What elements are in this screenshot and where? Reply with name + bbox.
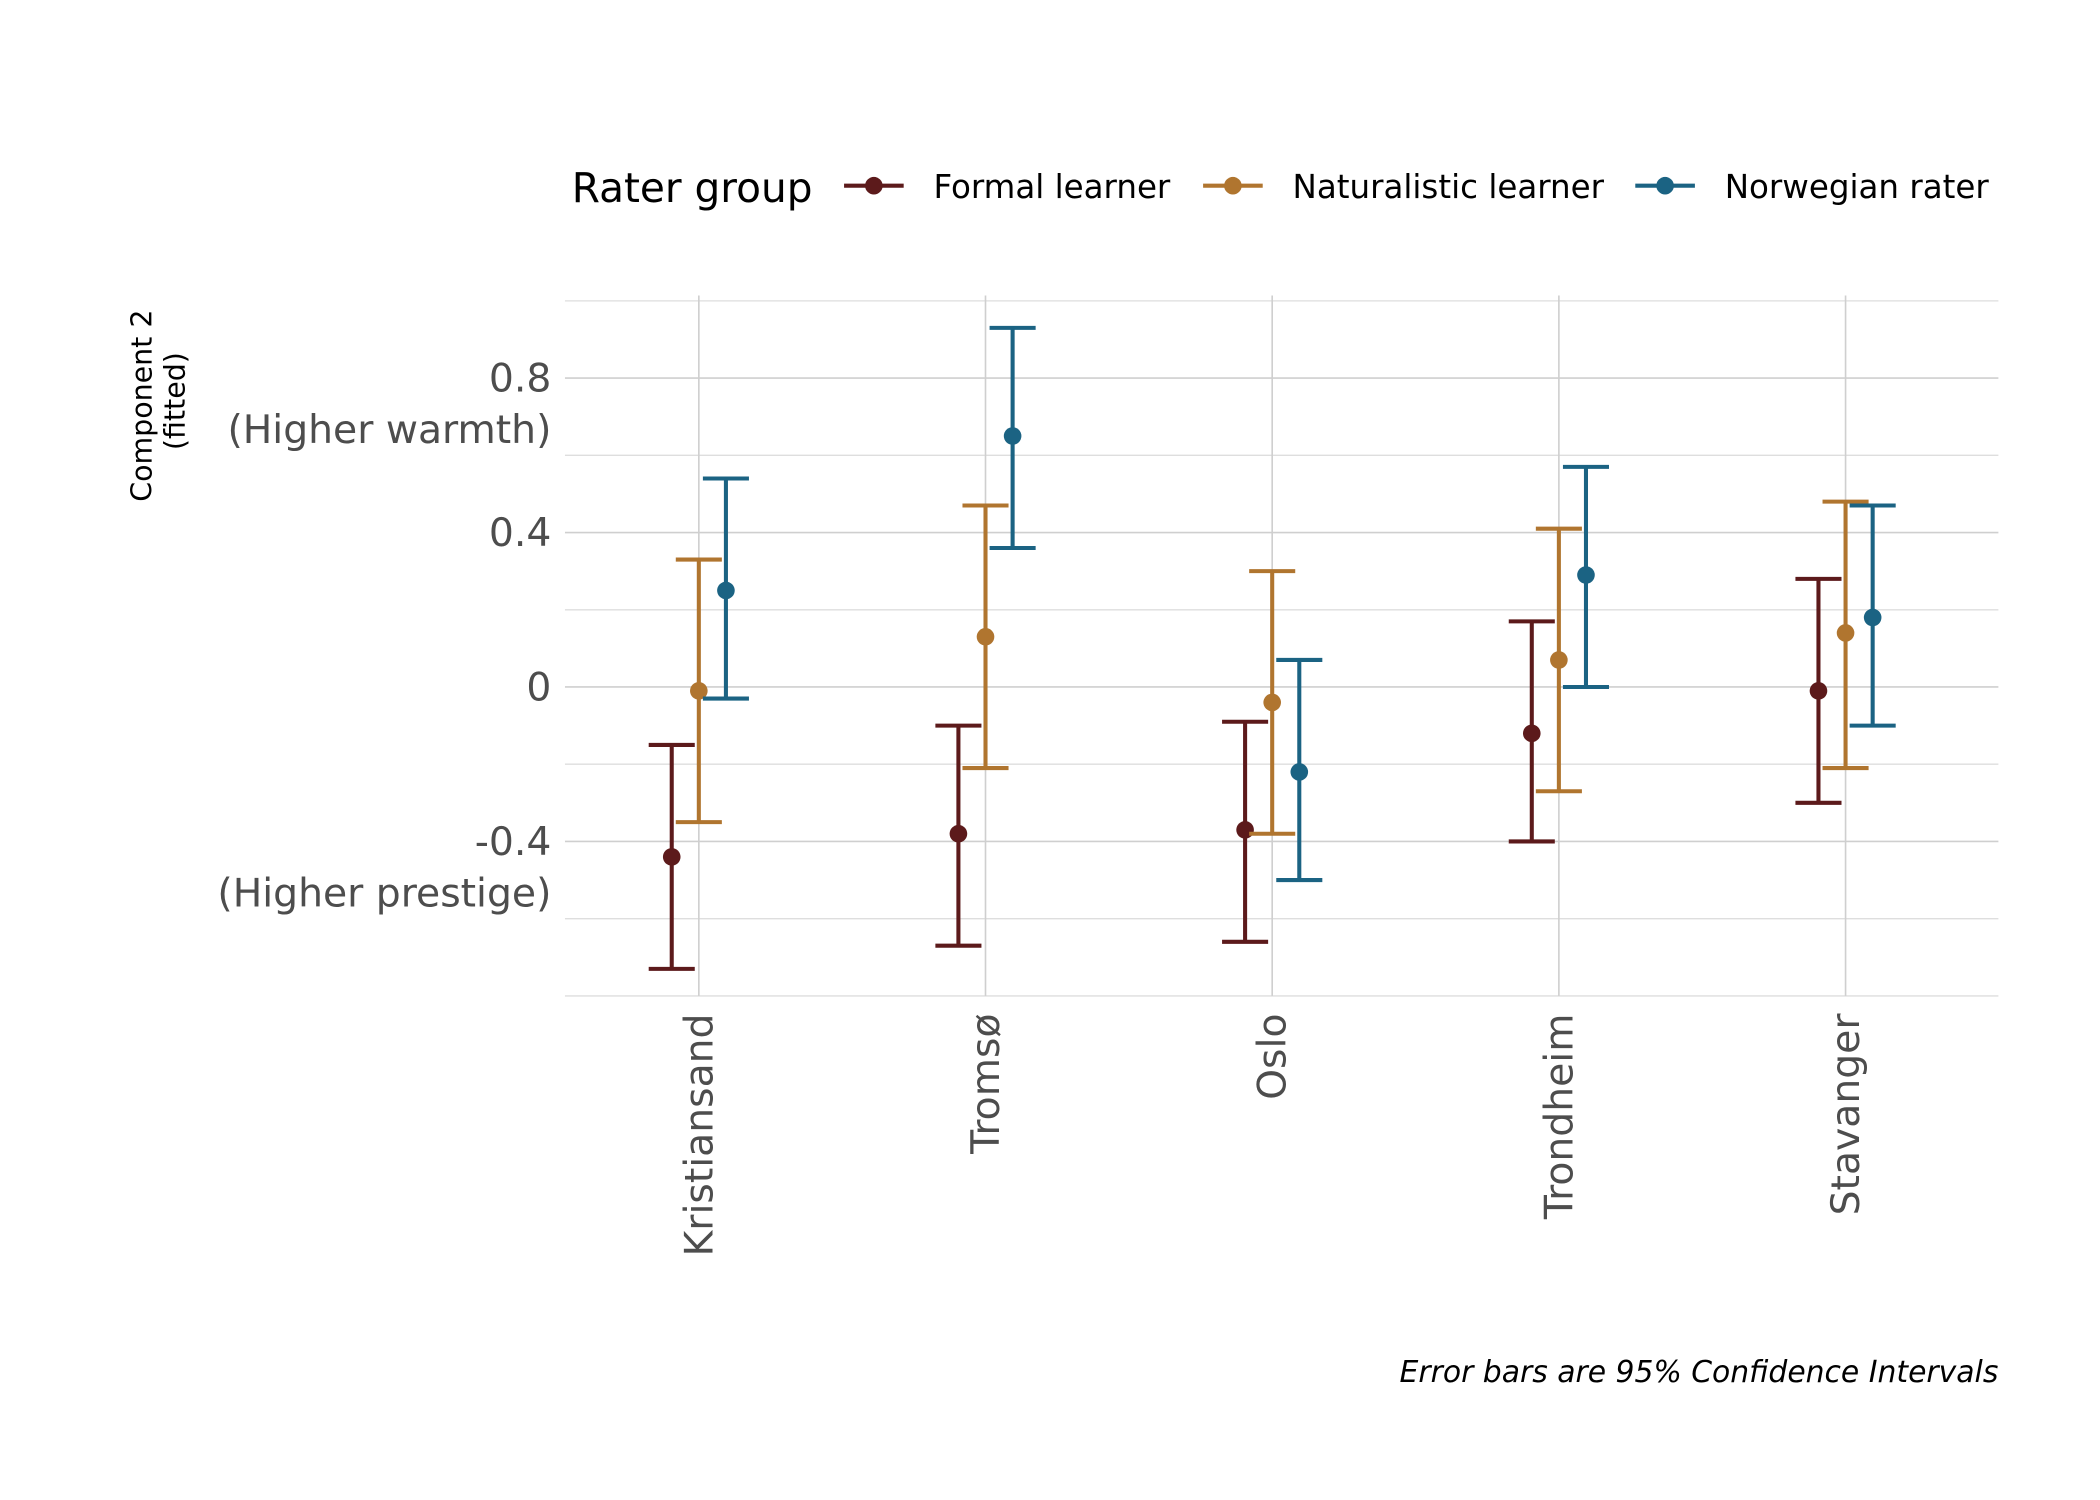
- data-point: [1809, 682, 1828, 700]
- x-tick-label-trondheim: Trondheim: [1537, 1014, 1582, 1221]
- legend-item-label: Naturalistic learner: [1293, 168, 1605, 206]
- caption: Error bars are 95% Confidence Intervals: [1400, 1355, 1999, 1390]
- y-tick-labels: 0.8 (Higher warmth) 0.4 0 -0.4 (Higher presti…: [217, 357, 551, 917]
- data-point: [717, 581, 735, 600]
- data-marks: [648, 325, 1896, 971]
- x-tick-label-oslo: Oslo: [1251, 1014, 1296, 1100]
- data-point: [690, 682, 708, 700]
- data-point: [1550, 651, 1568, 669]
- data-point: [1522, 724, 1541, 743]
- y-tick-label: 0.4: [489, 511, 551, 556]
- data-point: [1863, 608, 1882, 627]
- grid: [564, 295, 1999, 997]
- y-axis-label-line1: Component 2: [126, 310, 159, 502]
- legend-key-point: [865, 176, 883, 195]
- legend-key-point: [1656, 176, 1674, 195]
- y-tick-label: (Higher prestige): [217, 871, 551, 916]
- legend-item-label: Norwegian rater: [1725, 168, 1990, 206]
- x-tick-label-stavanger: Stavanger: [1824, 1013, 1869, 1216]
- x-tick-labels: Kristiansand Tromsø Oslo Trondheim Stavanger: [677, 1013, 1869, 1257]
- series-formal-learner: [648, 576, 1842, 971]
- y-tick-label: (Higher warmth): [227, 408, 551, 453]
- legend: Rater group Formal learner Naturalistic l…: [572, 164, 1990, 212]
- legend-item-label: Formal learner: [933, 168, 1170, 206]
- data-point: [662, 848, 681, 866]
- x-tick-label-tromsø: Tromsø: [964, 1014, 1009, 1155]
- legend-key-point: [1224, 176, 1242, 195]
- y-tick-label: -0.4: [475, 820, 552, 865]
- y-tick-label: 0: [526, 666, 551, 711]
- data-point: [1263, 693, 1281, 712]
- data-point: [1290, 763, 1309, 781]
- series-norwegian-rater: [702, 325, 1896, 883]
- data-point: [1577, 566, 1595, 584]
- y-tick-label: 0.8: [489, 357, 551, 402]
- series-naturalistic-learner: [675, 499, 1869, 836]
- data-point: [1836, 624, 1855, 642]
- data-point: [949, 824, 968, 843]
- y-axis-label-line2: (fitted): [158, 352, 191, 450]
- data-point: [976, 627, 995, 646]
- x-tick-label-kristiansand: Kristiansand: [677, 1014, 722, 1257]
- data-point: [1236, 821, 1254, 839]
- y-axis-label: Component 2 (fitted): [126, 300, 192, 501]
- data-point: [1003, 427, 1022, 445]
- legend-title: Rater group: [572, 164, 813, 212]
